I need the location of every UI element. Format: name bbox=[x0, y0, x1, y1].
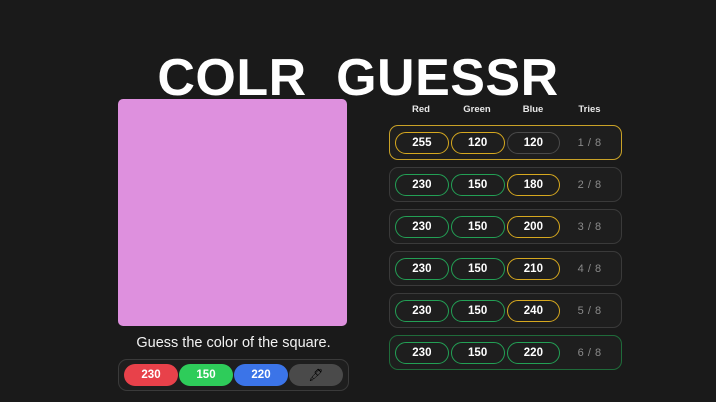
guess-table-header: Red Green Blue Tries bbox=[389, 101, 622, 118]
guess-green-value: 150 bbox=[450, 341, 505, 364]
guess-red-value: 255 bbox=[395, 131, 449, 154]
column-header-blue: Blue bbox=[522, 104, 544, 115]
guess-blue-value: 210 bbox=[506, 257, 561, 280]
guess-green-value: 120 bbox=[450, 131, 505, 154]
guess-row: 230 150 220 6 / 8 bbox=[389, 335, 622, 370]
guess-history-panel: Red Green Blue Tries 255 120 120 1 / 8 230 15… bbox=[389, 101, 622, 370]
guess-red-value: 230 bbox=[395, 341, 449, 364]
blue-input[interactable]: 220 bbox=[234, 364, 288, 386]
column-header-tries: Tries bbox=[578, 104, 601, 115]
tries-counter: 3 / 8 bbox=[577, 220, 602, 233]
guess-green-value: 150 bbox=[450, 257, 505, 280]
column-header-green: Green bbox=[463, 104, 491, 115]
guess-blue-value: 240 bbox=[506, 299, 561, 322]
tries-counter: 4 / 8 bbox=[577, 262, 602, 275]
column-header-red: Red bbox=[412, 104, 430, 115]
guess-green-value: 150 bbox=[450, 173, 505, 196]
guess-input-bar: 230 150 220 🖋 bbox=[118, 359, 349, 391]
tries-counter: 1 / 8 bbox=[577, 136, 602, 149]
guess-blue-value: 120 bbox=[506, 131, 561, 154]
target-color-panel: Guess the color of the square. 230 150 2… bbox=[118, 99, 349, 391]
guess-row: 230 150 180 2 / 8 bbox=[389, 167, 622, 202]
guess-green-value: 150 bbox=[450, 299, 505, 322]
prompt-label: Guess the color of the square. bbox=[136, 335, 331, 351]
submit-button[interactable]: 🖋 bbox=[289, 364, 343, 386]
guess-red-value: 230 bbox=[395, 299, 449, 322]
tries-counter: 2 / 8 bbox=[577, 178, 602, 191]
guess-blue-value: 220 bbox=[506, 341, 561, 364]
guess-row: 230 150 240 5 / 8 bbox=[389, 293, 622, 328]
guess-red-value: 230 bbox=[395, 257, 449, 280]
pen-submit-icon: 🖋 bbox=[308, 368, 324, 382]
tries-counter: 6 / 8 bbox=[577, 346, 602, 359]
guess-green-value: 150 bbox=[450, 215, 505, 238]
guess-red-value: 230 bbox=[395, 215, 449, 238]
guess-row: 255 120 120 1 / 8 bbox=[389, 125, 622, 160]
guess-row: 230 150 200 3 / 8 bbox=[389, 209, 622, 244]
page-title: COLR_GUESSR bbox=[157, 48, 559, 107]
guess-row: 230 150 210 4 / 8 bbox=[389, 251, 622, 286]
guess-blue-value: 200 bbox=[506, 215, 561, 238]
tries-counter: 5 / 8 bbox=[577, 304, 602, 317]
guess-row-list: 255 120 120 1 / 8 230 150 180 2 / 8 230 150 200 3 /… bbox=[389, 125, 622, 370]
guess-red-value: 230 bbox=[395, 173, 449, 196]
guess-blue-value: 180 bbox=[506, 173, 561, 196]
red-input[interactable]: 230 bbox=[124, 364, 178, 386]
green-input[interactable]: 150 bbox=[179, 364, 233, 386]
target-color-swatch bbox=[118, 99, 347, 326]
